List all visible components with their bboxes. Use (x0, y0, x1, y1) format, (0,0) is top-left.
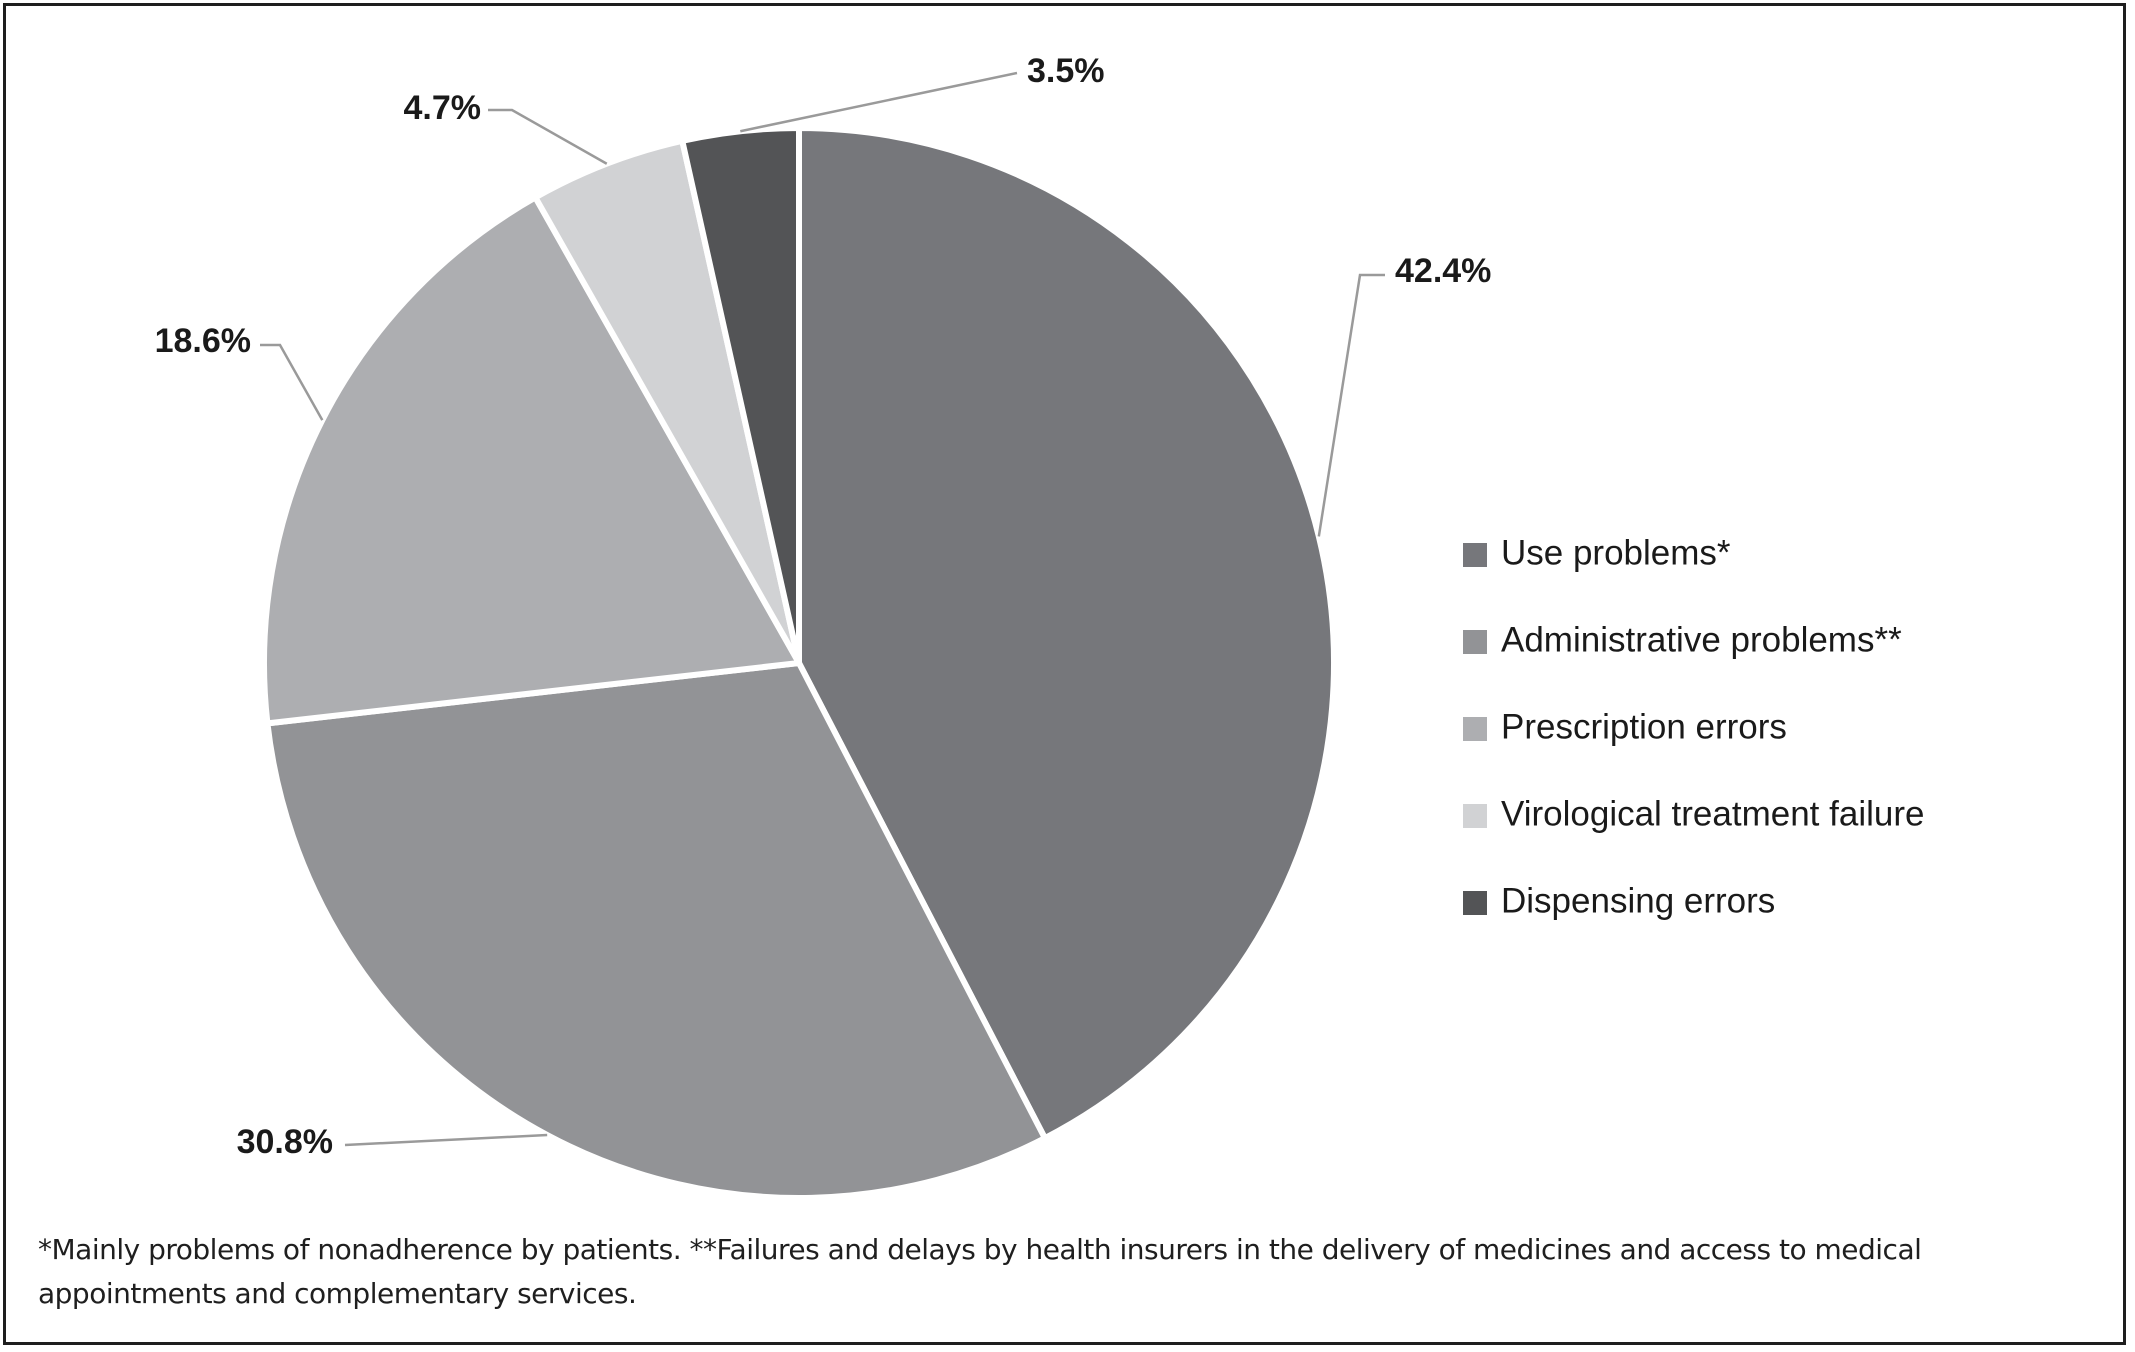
legend-swatch-use-problems (1463, 543, 1487, 567)
legend-label-dispensing-errors: Dispensing errors (1501, 881, 1775, 920)
leader-line-dispensing-errors (740, 71, 1018, 133)
pie-slice-dispensing-errors (679, 125, 802, 666)
legend-label-virological-treatment-failure: Virological treatment failure (1501, 794, 1924, 833)
pie-slice-administrative-problems (264, 660, 1048, 1201)
legend-swatch-dispensing-errors (1463, 891, 1487, 915)
legend-label-administrative-problems: Administrative problems** (1501, 620, 1902, 659)
legend-swatch-prescription-errors (1463, 717, 1487, 741)
pie-slice-prescription-errors (261, 194, 802, 727)
data-label-administrative-problems: 30.8% (237, 1123, 333, 1161)
legend-label-use-problems: Use problems* (1501, 533, 1731, 572)
leader-line-prescription-errors (260, 343, 324, 421)
footnote: *Mainly problems of nonadherence by pati… (38, 1233, 1922, 1310)
data-label-use-problems: 42.4% (1395, 252, 1491, 290)
data-label-virological-treatment-failure: 4.7% (404, 89, 482, 127)
leader-line-use-problems (1317, 273, 1385, 537)
legend-swatch-virological-treatment-failure (1463, 804, 1487, 828)
data-label-prescription-errors: 18.6% (155, 322, 251, 360)
data-label-dispensing-errors: 3.5% (1027, 52, 1105, 90)
legend-swatch-administrative-problems (1463, 630, 1487, 654)
leader-line-virological-treatment-failure (488, 108, 608, 165)
pie-slice-virological-treatment-failure (532, 137, 802, 666)
leader-line-administrative-problems (344, 1133, 548, 1147)
legend-label-prescription-errors: Prescription errors (1501, 707, 1787, 746)
